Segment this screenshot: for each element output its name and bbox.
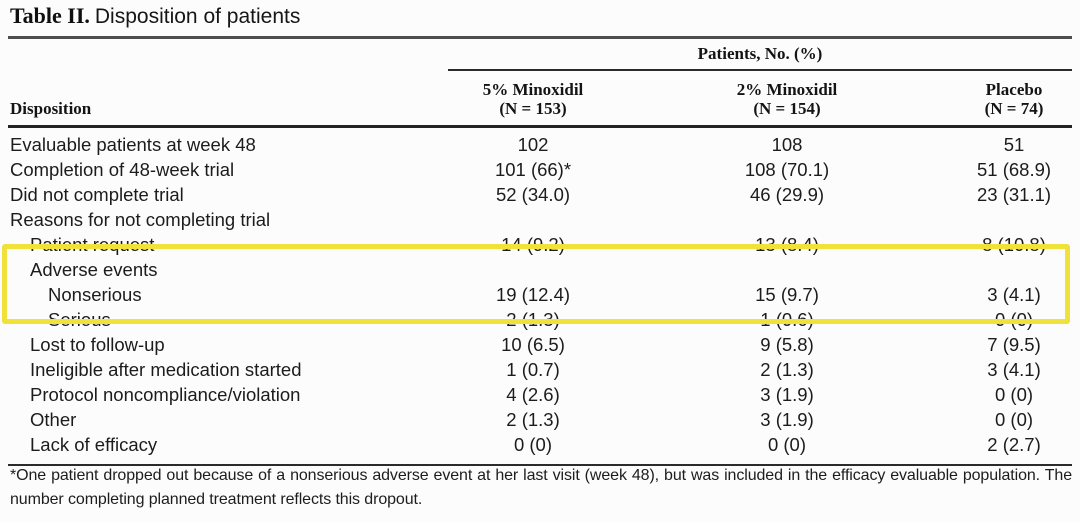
cell-value: 0 (0) bbox=[994, 408, 1034, 430]
cell-value: 102 bbox=[517, 133, 549, 155]
column-header-disposition: Disposition bbox=[8, 70, 448, 128]
cell-value: 108 (70.1) bbox=[744, 158, 830, 180]
column-header-row: Disposition 5% Minoxidil (N = 153) 2% Mi… bbox=[8, 70, 1073, 128]
table-row: Evaluable patients at week 48 102 108 51 bbox=[8, 127, 1072, 158]
table-row: Patient request 14 (9.2) 13 (8.4) 8 (10.8) bbox=[8, 232, 1072, 257]
table-row: Did not complete trial 52 (34.0) 46 (29.9)… bbox=[8, 182, 1072, 207]
cell-value bbox=[956, 207, 1072, 232]
cell-value: 4 (2.6) bbox=[506, 383, 560, 405]
cell-value: 0 (0) bbox=[994, 308, 1034, 330]
column-header-2pct-minoxidil: 2% Minoxidil (N = 154) bbox=[618, 70, 956, 128]
cell-value: 1 (0.6) bbox=[760, 308, 814, 330]
column-header-line1: 2% Minoxidil bbox=[736, 80, 838, 99]
table-row: Ineligible after medication started 1 (0.… bbox=[8, 357, 1072, 382]
cell-value bbox=[956, 257, 1072, 282]
cell-value bbox=[618, 207, 956, 232]
row-label: Serious bbox=[48, 308, 111, 330]
table-row: Adverse events bbox=[8, 257, 1072, 282]
row-label: Protocol noncompliance/violation bbox=[30, 383, 301, 405]
cell-value: 2 (1.3) bbox=[760, 358, 814, 380]
cell-value: 0 (0) bbox=[994, 383, 1034, 405]
table-number: Table II. bbox=[10, 3, 90, 28]
cell-value: 7 (9.5) bbox=[987, 333, 1041, 355]
column-header-line1: 5% Minoxidil bbox=[482, 80, 584, 99]
cell-value: 3 (1.9) bbox=[760, 408, 814, 430]
table-row: Protocol noncompliance/violation 4 (2.6) 3… bbox=[8, 382, 1072, 407]
cell-value bbox=[618, 257, 956, 282]
cell-value: 0 (0) bbox=[513, 433, 553, 455]
table-row: Completion of 48-week trial 101 (66)* 108 … bbox=[8, 157, 1072, 182]
cell-value: 3 (4.1) bbox=[987, 283, 1041, 305]
cell-value: 3 (4.1) bbox=[987, 358, 1041, 380]
table-row: Lack of efficacy 0 (0) 0 (0) 2 (2.7) bbox=[8, 432, 1072, 465]
table-row: Other 2 (1.3) 3 (1.9) 0 (0) bbox=[8, 407, 1072, 432]
cell-value: 8 (10.8) bbox=[982, 233, 1046, 255]
cell-value: 1 (0.7) bbox=[506, 358, 560, 380]
table-title: Table II. Disposition of patients bbox=[10, 3, 300, 29]
cell-value bbox=[448, 257, 618, 282]
cell-value: 15 (9.7) bbox=[755, 283, 819, 305]
cell-value: 2 (1.3) bbox=[506, 308, 560, 330]
cell-value: 101 (66)* bbox=[494, 158, 572, 180]
column-header-placebo: Placebo (N = 74) bbox=[956, 70, 1073, 128]
column-header-5pct-minoxidil: 5% Minoxidil (N = 153) bbox=[448, 70, 618, 128]
cell-value: 2 (2.7) bbox=[987, 433, 1041, 455]
table-row: Nonserious 19 (12.4) 15 (9.7) 3 (4.1) bbox=[8, 282, 1072, 307]
cell-value: 2 (1.3) bbox=[506, 408, 560, 430]
row-label: Patient request bbox=[30, 233, 155, 255]
cell-value: 23 (31.1) bbox=[976, 183, 1052, 205]
row-label: Ineligible after medication started bbox=[30, 358, 302, 380]
cell-value: 14 (9.2) bbox=[501, 233, 565, 255]
spanner-header: Patients, No. (%) bbox=[448, 37, 1073, 71]
cell-value: 9 (5.8) bbox=[760, 333, 814, 355]
column-header-line2: (N = 153) bbox=[499, 99, 567, 118]
column-header-line2: (N = 74) bbox=[984, 99, 1044, 118]
row-label: Completion of 48-week trial bbox=[10, 158, 235, 180]
cell-value: 52 (34.0) bbox=[495, 183, 571, 205]
row-label: Reasons for not completing trial bbox=[10, 208, 271, 230]
cell-value: 0 (0) bbox=[767, 433, 807, 455]
disposition-table: Patients, No. (%) Disposition 5% Minoxid… bbox=[8, 36, 1073, 466]
table-body: Evaluable patients at week 48 102 108 51 Com… bbox=[8, 127, 1072, 466]
row-label: Nonserious bbox=[48, 283, 142, 305]
spanner-header-row: Patients, No. (%) bbox=[8, 37, 1073, 71]
spanner-empty-cell bbox=[8, 38, 448, 71]
cell-value: 3 (1.9) bbox=[760, 383, 814, 405]
column-header-line2: (N = 154) bbox=[753, 99, 821, 118]
row-label: Lost to follow-up bbox=[30, 333, 165, 355]
cell-value bbox=[448, 207, 618, 232]
row-label: Did not complete trial bbox=[10, 183, 184, 205]
footnote: *One patient dropped out because of a no… bbox=[10, 467, 1072, 508]
row-label: Adverse events bbox=[30, 258, 158, 280]
table-row: Lost to follow-up 10 (6.5) 9 (5.8) 7 (9.5) bbox=[8, 332, 1072, 357]
table-row: Reasons for not completing trial bbox=[8, 207, 1072, 232]
cell-value: 108 bbox=[771, 133, 803, 155]
cell-value: 19 (12.4) bbox=[495, 283, 571, 305]
row-label: Lack of efficacy bbox=[30, 433, 158, 455]
row-label: Evaluable patients at week 48 bbox=[10, 133, 256, 155]
cell-value: 51 (68.9) bbox=[976, 158, 1052, 180]
cell-value: 51 bbox=[1003, 133, 1025, 155]
cell-value: 10 (6.5) bbox=[501, 333, 565, 355]
row-label: Other bbox=[30, 408, 77, 430]
table-row: Serious 2 (1.3) 1 (0.6) 0 (0) bbox=[8, 307, 1072, 332]
table-caption: Disposition of patients bbox=[94, 5, 301, 28]
cell-value: 46 (29.9) bbox=[749, 183, 825, 205]
cell-value: 13 (8.4) bbox=[755, 233, 819, 255]
column-header-line1: Placebo bbox=[985, 80, 1043, 99]
